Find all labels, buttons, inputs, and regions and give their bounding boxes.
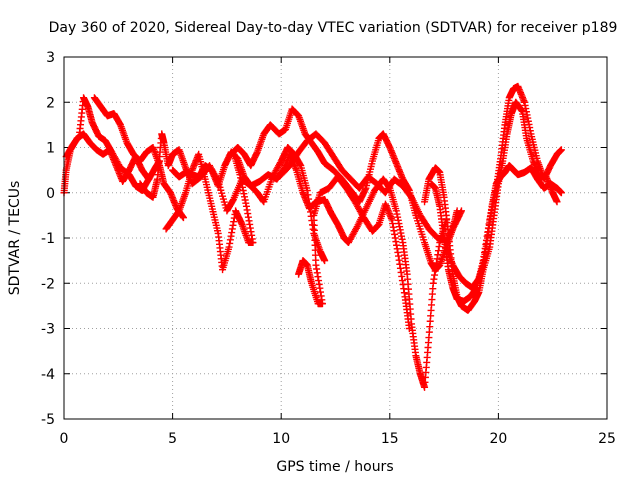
y-tick-label: -2 xyxy=(41,276,55,292)
data-point xyxy=(179,214,187,222)
x-axis-label: GPS time / hours xyxy=(276,459,393,475)
data-point xyxy=(321,257,329,265)
x-tick-label: 15 xyxy=(381,431,399,447)
data-point xyxy=(557,146,565,154)
y-tick-label: 2 xyxy=(46,95,55,111)
y-tick-label: 3 xyxy=(46,50,55,66)
y-tick-label: -5 xyxy=(41,412,55,428)
x-axis-ticks: 0 5 10 15 20 25 xyxy=(60,57,616,447)
x-tick-label: 20 xyxy=(489,431,507,447)
y-tick-label: 0 xyxy=(46,186,55,202)
series-arc-6 xyxy=(169,148,450,391)
series-arc-11 xyxy=(442,162,565,292)
y-axis-label: SDTVAR / TECUs xyxy=(7,181,23,296)
data-point xyxy=(405,325,413,332)
plot-frame xyxy=(63,56,608,420)
x-tick-label: 0 xyxy=(60,431,69,447)
data-point xyxy=(553,198,561,206)
series-arc-2 xyxy=(62,94,153,194)
series-arc-10 xyxy=(427,82,565,305)
x-tick-label: 10 xyxy=(272,431,290,447)
y-tick-label: -1 xyxy=(41,231,55,247)
y-tick-label: -4 xyxy=(41,367,55,383)
data-point xyxy=(557,189,565,197)
series-arc-3 xyxy=(90,94,187,222)
data-point xyxy=(457,207,465,215)
x-tick-label: 25 xyxy=(598,431,616,447)
x-tick-label: 5 xyxy=(168,431,177,447)
series-arc-7 xyxy=(295,173,413,332)
series-arc-5 xyxy=(162,105,461,274)
data-series xyxy=(60,82,565,391)
chart-title: Day 360 of 2020, Sidereal Day-to-day VTE… xyxy=(49,20,618,36)
data-point xyxy=(145,175,153,183)
y-tick-label: -3 xyxy=(41,322,55,338)
y-tick-label: 1 xyxy=(46,141,55,157)
